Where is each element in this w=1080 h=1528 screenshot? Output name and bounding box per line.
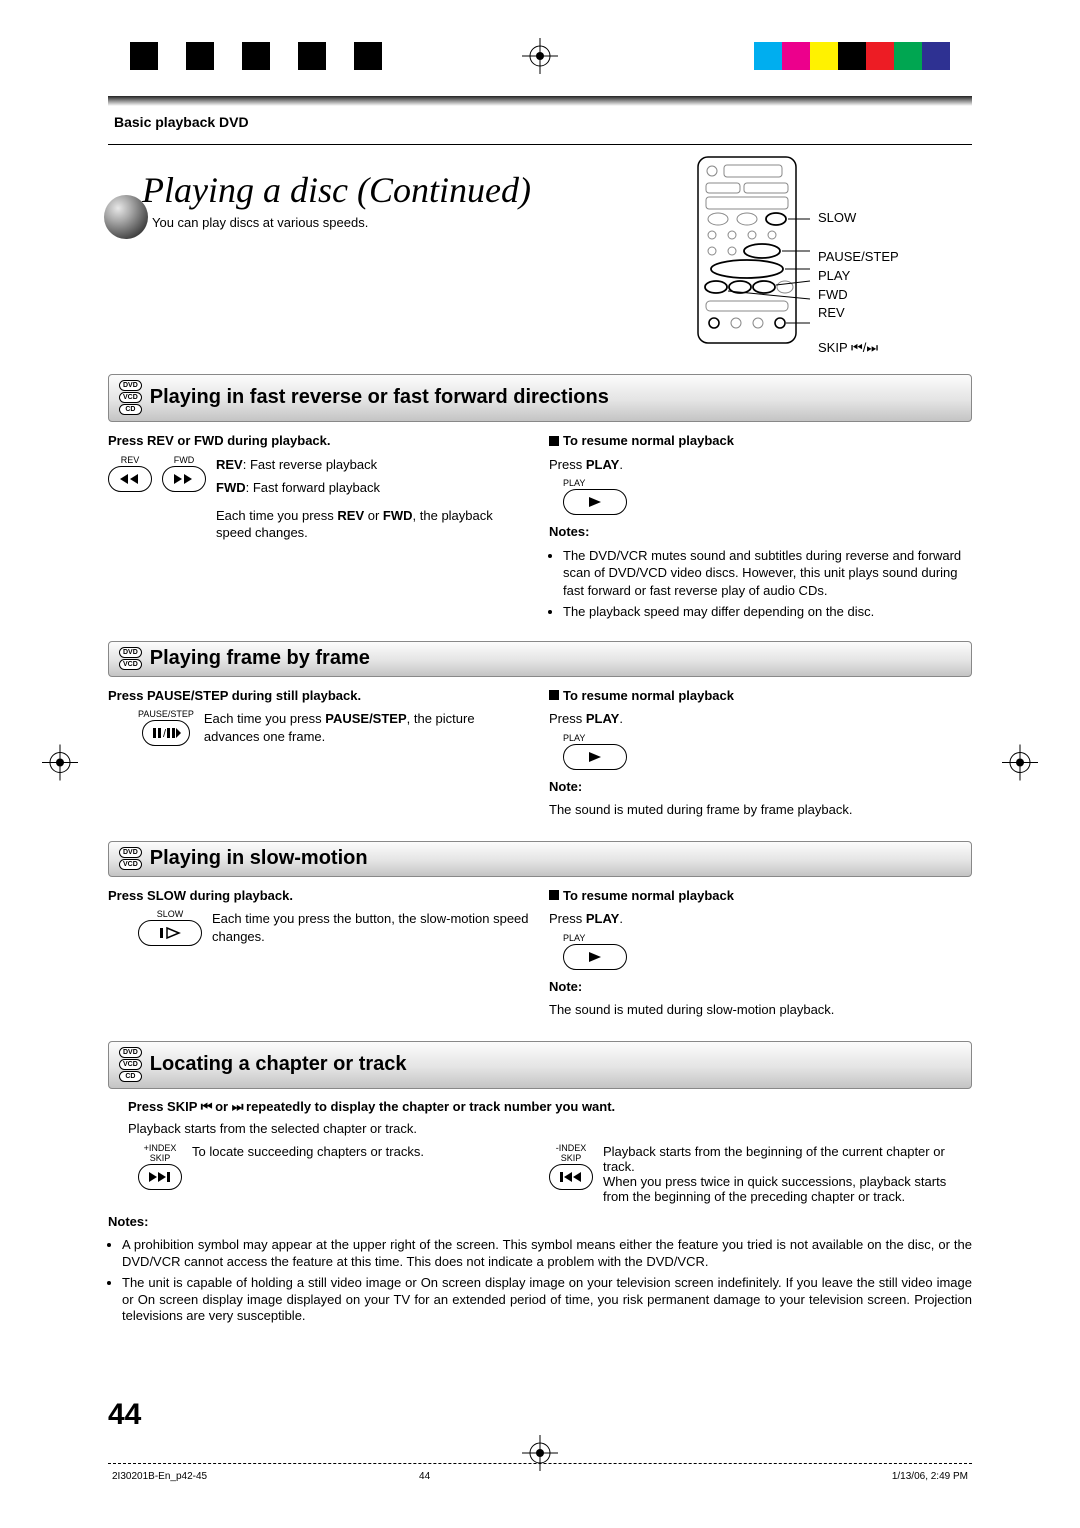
- play-button-icon: [563, 744, 627, 770]
- svg-text:/: /: [163, 728, 167, 740]
- intro-text: You can play discs at various speeds.: [152, 215, 682, 230]
- section-header-slow: DVD VCD Playing in slow-motion: [108, 841, 972, 877]
- play-button-icon: [563, 944, 627, 970]
- section-header-locate: DVD VCD CD Locating a chapter or track: [108, 1041, 972, 1089]
- skip-fwd-button-icon: [138, 1164, 182, 1190]
- printer-color-bars: [0, 42, 1080, 70]
- section-title-fast: Playing in fast reverse or fast forward …: [150, 386, 609, 409]
- fast-notes-heading: Notes:: [549, 523, 972, 541]
- section-title-frame: Playing frame by frame: [150, 647, 370, 670]
- play-button-icon: [563, 489, 627, 515]
- registration-mark-right: [1002, 745, 1038, 784]
- badge-vcd: VCD: [119, 392, 142, 403]
- badge-dvd: DVD: [119, 380, 142, 391]
- skip-rev-button-icon: [549, 1164, 593, 1190]
- registration-mark-top: [522, 38, 558, 74]
- remote-labels: SLOW PAUSE/STEP PLAY FWD REV SKIP ⏮/⏭: [818, 209, 899, 358]
- fast-resume-heading: To resume normal playback: [563, 433, 734, 448]
- section-header-frame: DVD VCD Playing frame by frame: [108, 641, 972, 677]
- locate-instr: Press SKIP ⏮ or ⏭ repeatedly to display …: [128, 1099, 972, 1115]
- registration-mark-left: [42, 745, 78, 784]
- page-title: Playing a disc (Continued): [142, 169, 682, 211]
- fwd-button-icon: [162, 466, 206, 492]
- remote-control-illustration: [682, 155, 812, 345]
- locate-notes-heading: Notes:: [108, 1214, 972, 1231]
- pause-step-button-icon: /: [142, 720, 190, 746]
- slow-button-icon: [138, 920, 202, 946]
- section-title-locate: Locating a chapter or track: [150, 1053, 407, 1076]
- page-number: 44: [108, 1398, 141, 1432]
- breadcrumb: Basic playback DVD: [114, 114, 972, 130]
- header-gradient-bar: [108, 96, 972, 106]
- rev-button-icon: [108, 466, 152, 492]
- badge-cd: CD: [119, 404, 142, 415]
- section-title-slow: Playing in slow-motion: [150, 847, 368, 870]
- section-header-fast: DVD VCD CD Playing in fast reverse or fa…: [108, 374, 972, 422]
- registration-mark-bottom: [522, 1435, 558, 1474]
- fast-instr: Press REV or FWD during playback.: [108, 432, 531, 450]
